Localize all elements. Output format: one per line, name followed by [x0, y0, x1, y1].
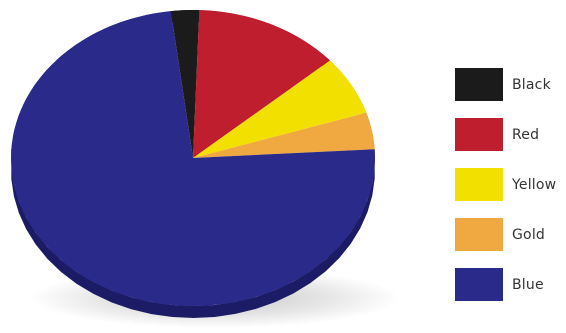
legend-label-blue: Blue: [512, 276, 544, 293]
pie-slice-blue: [11, 11, 376, 306]
legend-item-red: Red: [455, 118, 566, 151]
legend-label-gold: Gold: [512, 226, 545, 243]
pie-slice-black: [170, 9, 200, 159]
legend-label-yellow: Yellow: [512, 176, 557, 193]
legend-swatch-blue: [455, 268, 503, 301]
legend-label-red: Red: [512, 126, 540, 143]
legend: Black Red Yellow Gold Blue: [455, 68, 566, 318]
pie-slice-red: [193, 10, 330, 159]
legend-item-gold: Gold: [455, 218, 566, 251]
legend-item-blue: Blue: [455, 268, 566, 301]
legend-label-black: Black: [512, 76, 551, 93]
pie-slice-gold: [193, 112, 375, 158]
pie-slices: [11, 9, 376, 306]
legend-swatch-red: [455, 118, 503, 151]
legend-swatch-gold: [455, 218, 503, 251]
legend-swatch-yellow: [455, 168, 503, 201]
legend-item-black: Black: [455, 68, 566, 101]
pie-slice-yellow: [193, 60, 367, 159]
legend-swatch-black: [455, 68, 503, 101]
legend-item-yellow: Yellow: [455, 168, 566, 201]
